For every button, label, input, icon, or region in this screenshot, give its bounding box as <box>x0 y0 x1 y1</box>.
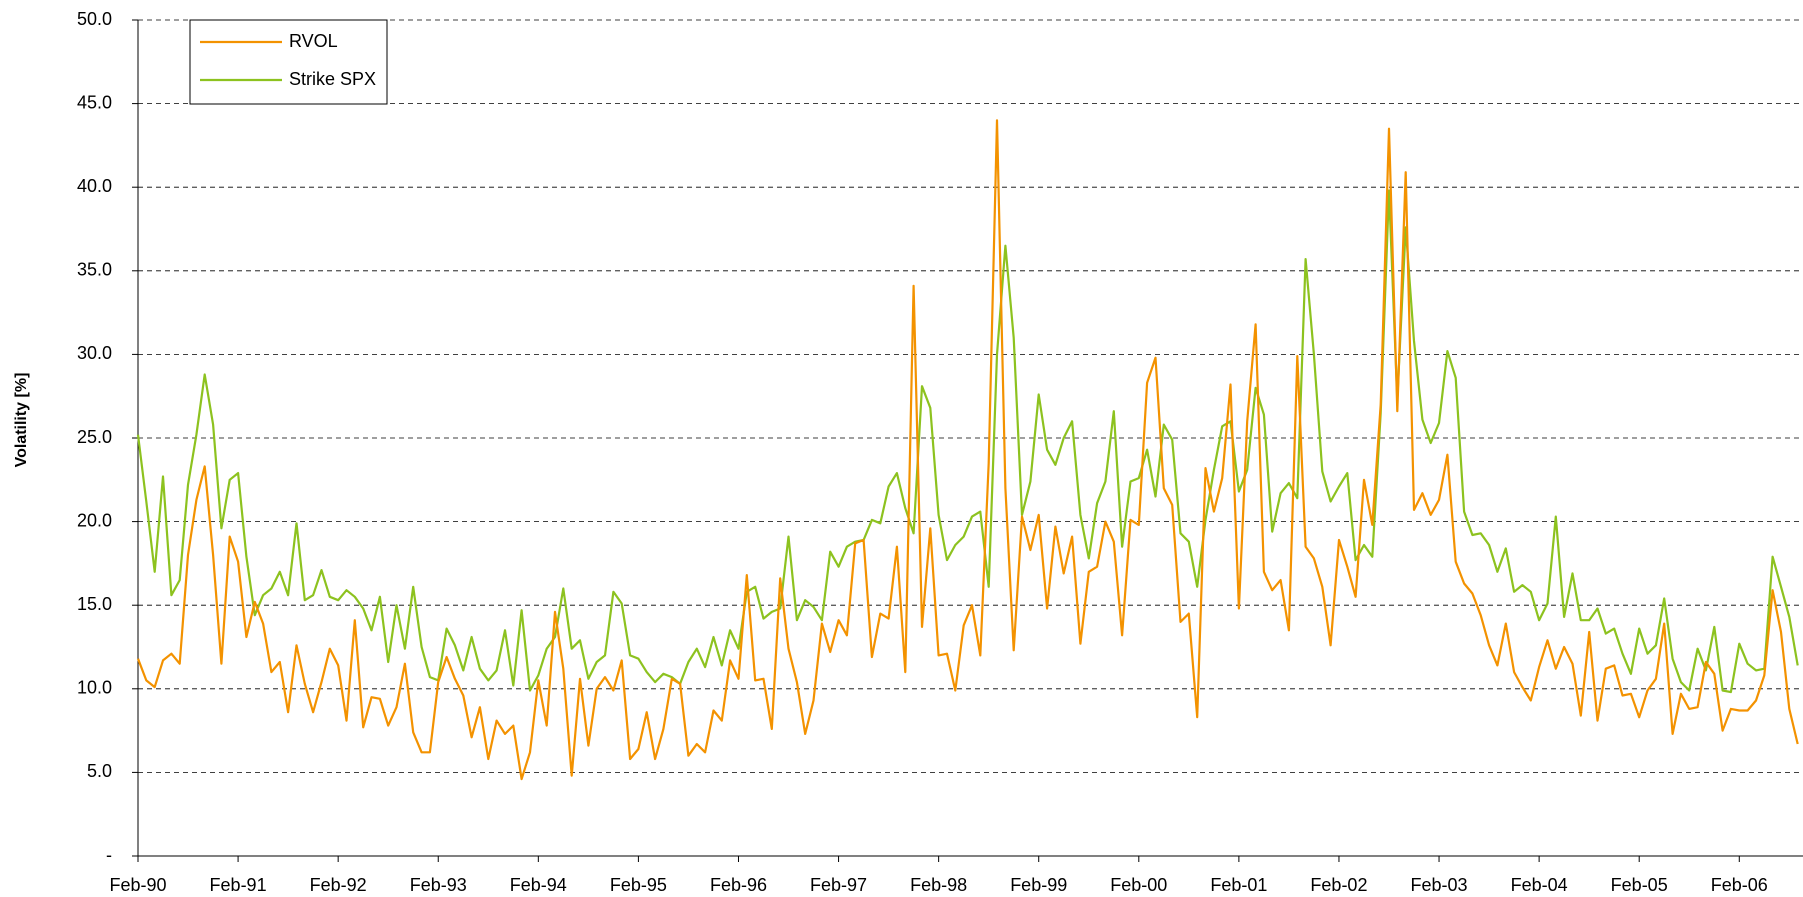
series-line <box>136 119 1799 781</box>
y-tick-label: 10.0 <box>77 678 112 698</box>
y-tick-label: 15.0 <box>77 594 112 614</box>
y-tick-label: 20.0 <box>77 510 112 530</box>
x-tick-label: Feb-00 <box>1110 875 1167 895</box>
x-tick-label: Feb-91 <box>210 875 267 895</box>
x-tick-label: Feb-06 <box>1711 875 1768 895</box>
x-tick-label: Feb-92 <box>310 875 367 895</box>
x-tick-label: Feb-95 <box>610 875 667 895</box>
y-tick-label: 5.0 <box>87 761 112 781</box>
x-tick-label: Feb-04 <box>1511 875 1568 895</box>
y-tick-label: 50.0 <box>77 9 112 29</box>
y-axis-label: Volatility [%] <box>13 373 30 468</box>
x-tick-label: Feb-98 <box>910 875 967 895</box>
x-tick-label: Feb-93 <box>410 875 467 895</box>
legend-label: Strike SPX <box>289 69 376 89</box>
x-tick-label: Feb-01 <box>1210 875 1267 895</box>
x-tick-label: Feb-96 <box>710 875 767 895</box>
x-tick-label: Feb-99 <box>1010 875 1067 895</box>
x-tick-label: Feb-90 <box>109 875 166 895</box>
x-tick-label: Feb-02 <box>1310 875 1367 895</box>
legend-box <box>189 19 388 105</box>
y-tick-label: - <box>106 845 112 865</box>
y-tick-label: 30.0 <box>77 343 112 363</box>
x-tick-label: Feb-94 <box>510 875 567 895</box>
y-tick-label: 35.0 <box>77 260 112 280</box>
y-tick-label: 25.0 <box>77 427 112 447</box>
y-tick-label: 40.0 <box>77 176 112 196</box>
legend-label: RVOL <box>289 31 338 51</box>
x-tick-label: Feb-97 <box>810 875 867 895</box>
x-tick-label: Feb-03 <box>1411 875 1468 895</box>
y-tick-label: 45.0 <box>77 92 112 112</box>
series-line <box>136 189 1799 694</box>
x-tick-label: Feb-05 <box>1611 875 1668 895</box>
